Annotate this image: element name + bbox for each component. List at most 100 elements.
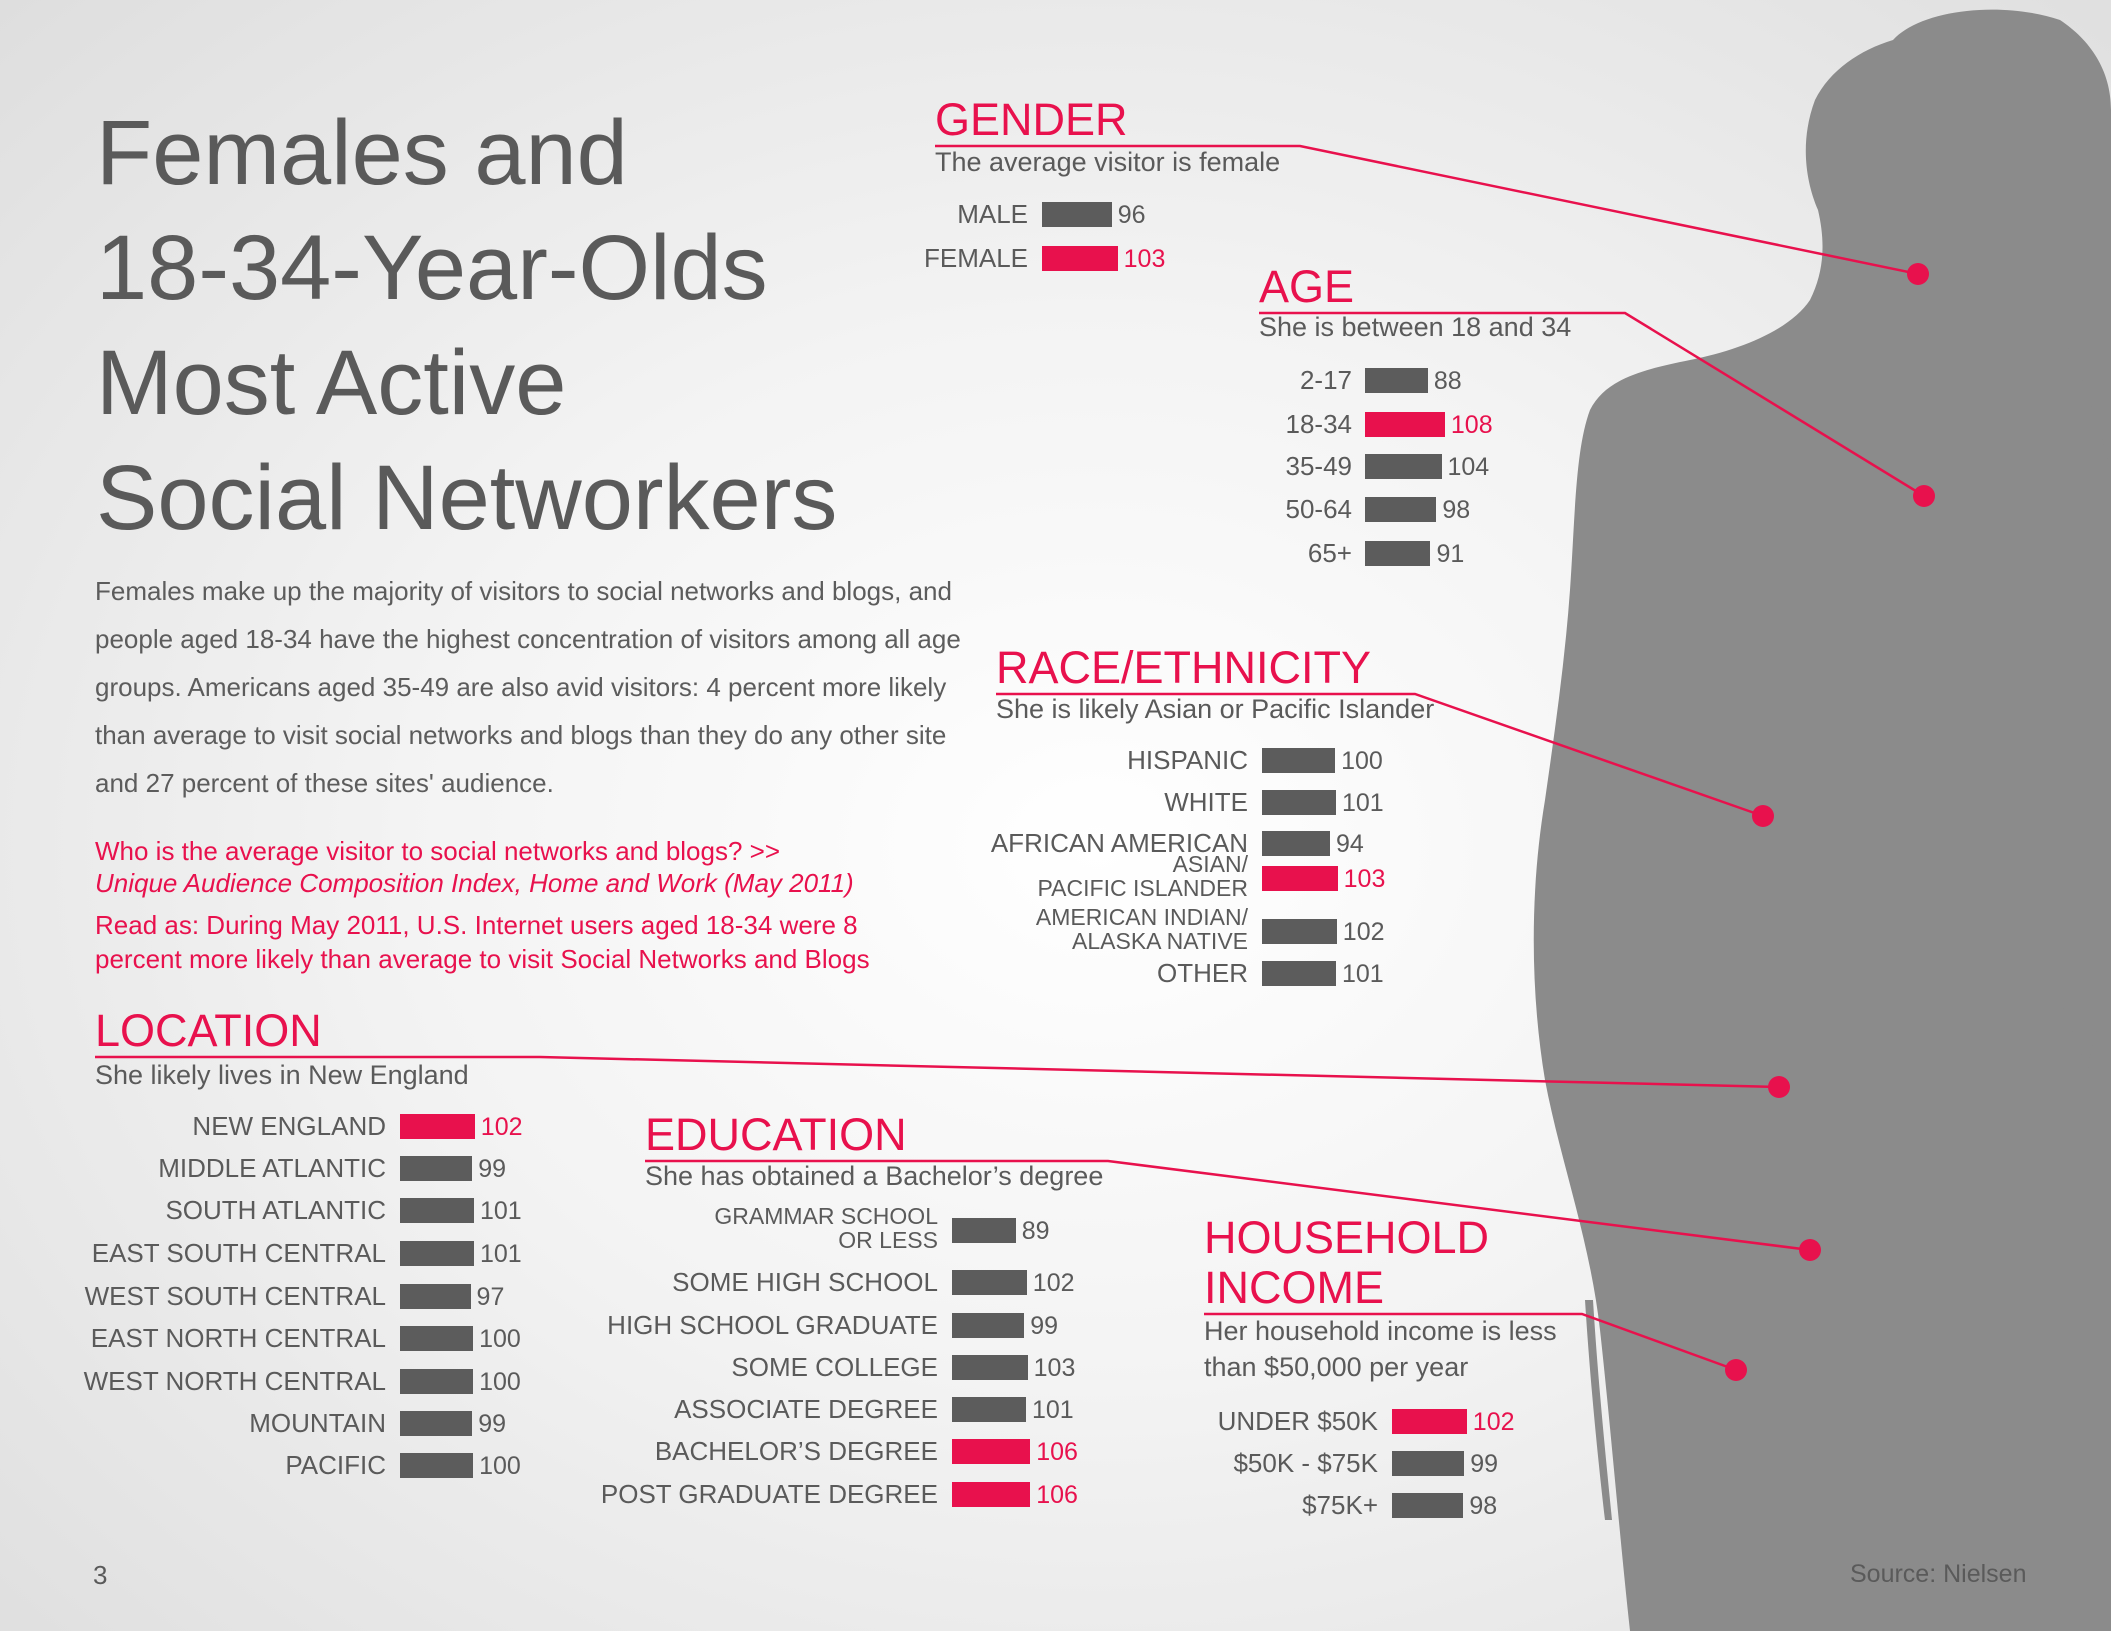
bar bbox=[400, 1156, 473, 1181]
bar-label: AFRICAN AMERICAN bbox=[990, 828, 1248, 858]
bar-value-label: 99 bbox=[1470, 1450, 1499, 1478]
bar bbox=[1262, 790, 1336, 815]
bar-label: AMERICAN INDIAN/ ALASKA NATIVE bbox=[1035, 904, 1248, 954]
bar-value-label: 102 bbox=[480, 1113, 523, 1141]
education-subtitle: She has obtained a Bachelor’s degree bbox=[645, 1161, 1104, 1191]
bar-value-label: 101 bbox=[479, 1197, 522, 1225]
location-title: LOCATION bbox=[95, 1005, 322, 1056]
index-name: Unique Audience Composition Index, Home … bbox=[95, 868, 854, 898]
source-note: Source: Nielsen bbox=[1850, 1560, 2027, 1588]
bar-label: SOME HIGH SCHOOL bbox=[672, 1267, 938, 1297]
bar-value-label: 99 bbox=[478, 1155, 507, 1183]
bar bbox=[1042, 246, 1118, 271]
bar-value-label: 100 bbox=[479, 1452, 521, 1480]
bar bbox=[952, 1218, 1016, 1243]
title-line-2: 18-34-Year-Olds bbox=[96, 217, 768, 319]
bar bbox=[1042, 202, 1112, 227]
bar-label: HISPANIC bbox=[1127, 745, 1248, 775]
bar-label: FEMALE bbox=[923, 243, 1028, 273]
bar-label: MOUNTAIN bbox=[249, 1408, 386, 1438]
bar-label: MALE bbox=[957, 199, 1028, 229]
bar-value-label: 89 bbox=[1021, 1217, 1050, 1245]
race-ethnicity-subtitle: She is likely Asian or Pacific Islander bbox=[996, 694, 1435, 724]
bar-label: EAST NORTH CENTRAL bbox=[90, 1323, 386, 1353]
bar-label: POST GRADUATE DEGREE bbox=[600, 1479, 938, 1509]
bar-value-label: 91 bbox=[1436, 540, 1465, 568]
bar-label: ASSOCIATE DEGREE bbox=[674, 1394, 938, 1424]
bar bbox=[400, 1241, 474, 1266]
bar-value-label: 88 bbox=[1433, 367, 1462, 395]
bar bbox=[1365, 412, 1445, 437]
education-title: EDUCATION bbox=[645, 1109, 907, 1160]
bar bbox=[952, 1270, 1027, 1295]
bar-label: EAST SOUTH CENTRAL bbox=[91, 1238, 386, 1268]
bar-value-label: 98 bbox=[1442, 496, 1471, 524]
page-title: Females and 18-34-Year-Olds Most Active … bbox=[96, 96, 916, 556]
bar-value-label: 101 bbox=[1341, 960, 1384, 988]
bar-label: HIGH SCHOOL GRADUATE bbox=[607, 1310, 938, 1340]
bar-label: PACIFIC bbox=[285, 1450, 386, 1480]
title-line-1: Females and bbox=[96, 102, 628, 204]
age-subtitle: She is between 18 and 34 bbox=[1259, 312, 1572, 342]
bar-label: WEST NORTH CENTRAL bbox=[83, 1366, 386, 1396]
age-title: AGE bbox=[1259, 261, 1355, 312]
bar-label: $50K - $75K bbox=[1233, 1448, 1378, 1478]
bar-value-label: 104 bbox=[1447, 453, 1490, 481]
bar-value-label: 100 bbox=[479, 1368, 521, 1396]
bar-value-label: 94 bbox=[1336, 830, 1364, 858]
bar-value-label: 98 bbox=[1469, 1492, 1498, 1520]
bar bbox=[1392, 1493, 1464, 1518]
bar bbox=[1365, 454, 1442, 479]
bar-label: MIDDLE ATLANTIC bbox=[158, 1153, 386, 1183]
bar bbox=[952, 1482, 1031, 1507]
bar bbox=[1392, 1451, 1465, 1476]
bar-label: 50-64 bbox=[1285, 494, 1353, 524]
bar-value-label: 101 bbox=[479, 1240, 522, 1268]
bar-value-label: 100 bbox=[479, 1325, 521, 1353]
bar-label: OTHER bbox=[1157, 958, 1248, 988]
bar bbox=[1365, 497, 1437, 522]
bar-value-label: 96 bbox=[1117, 201, 1146, 229]
bar-value-label: 101 bbox=[1031, 1396, 1074, 1424]
bar-label: WEST SOUTH CENTRAL bbox=[84, 1281, 386, 1311]
bar-value-label: 100 bbox=[1341, 747, 1383, 775]
bar-value-label: 106 bbox=[1036, 1438, 1078, 1466]
bar bbox=[1262, 866, 1338, 891]
bar-label: WHITE bbox=[1164, 787, 1248, 817]
bar bbox=[952, 1439, 1031, 1464]
bar-label: $75K+ bbox=[1302, 1490, 1378, 1520]
bar bbox=[400, 1369, 474, 1394]
gender-subtitle: The average visitor is female bbox=[935, 147, 1281, 177]
bar-value-label: 103 bbox=[1033, 1354, 1076, 1382]
bar bbox=[1262, 961, 1336, 986]
bar-value-label: 99 bbox=[1030, 1312, 1059, 1340]
bar bbox=[400, 1326, 474, 1351]
bar-value-label: 101 bbox=[1341, 789, 1384, 817]
bar-label: SOUTH ATLANTIC bbox=[165, 1195, 386, 1225]
bar bbox=[1262, 748, 1336, 773]
household-income-title: HOUSEHOLD INCOME bbox=[1204, 1212, 1490, 1313]
bar-value-label: 102 bbox=[1342, 918, 1385, 946]
intro-paragraph: Females make up the majority of visitors… bbox=[95, 576, 961, 798]
bar-value-label: 103 bbox=[1123, 245, 1166, 273]
bar-value-label: 99 bbox=[478, 1410, 507, 1438]
gender-title: GENDER bbox=[935, 94, 1128, 145]
bar bbox=[1262, 919, 1337, 944]
bar bbox=[1365, 541, 1431, 566]
bar bbox=[400, 1198, 474, 1223]
bar-label: 35-49 bbox=[1285, 451, 1353, 481]
bar-label: ASIAN/ PACIFIC ISLANDER bbox=[1037, 851, 1248, 901]
bar-value-label: 102 bbox=[1032, 1269, 1075, 1297]
bar bbox=[400, 1284, 471, 1309]
household-income-subtitle: Her household income is less than $50,00… bbox=[1204, 1316, 1557, 1382]
bar-value-label: 102 bbox=[1472, 1408, 1515, 1436]
bar-label: GRAMMAR SCHOOL OR LESS bbox=[714, 1203, 938, 1253]
bar-value-label: 103 bbox=[1343, 865, 1386, 893]
bar-label: SOME COLLEGE bbox=[731, 1352, 938, 1382]
bar-value-label: 106 bbox=[1036, 1481, 1078, 1509]
bar-label: 65+ bbox=[1307, 538, 1352, 568]
race-ethnicity-title: RACE/ETHNICITY bbox=[996, 642, 1372, 693]
bar bbox=[400, 1114, 475, 1139]
question-text: Who is the average visitor to social net… bbox=[95, 836, 781, 866]
location-subtitle: She likely lives in New England bbox=[95, 1060, 469, 1090]
